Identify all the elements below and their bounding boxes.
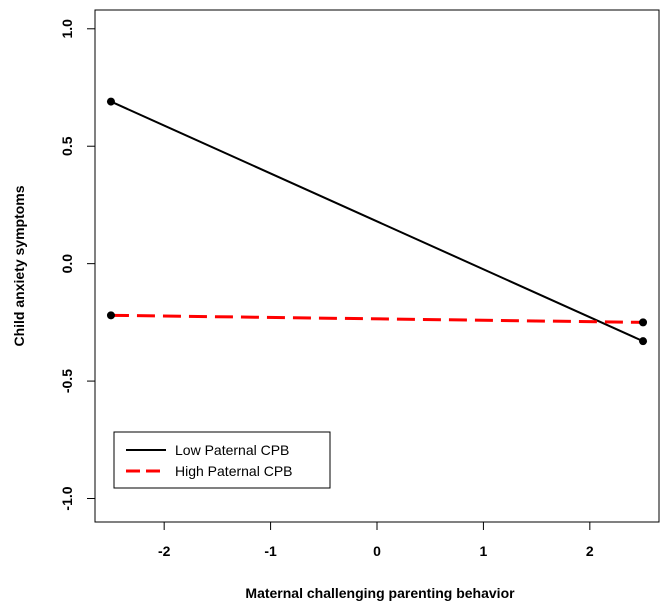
y-axis-title: Child anxiety symptoms <box>11 185 27 346</box>
x-tick-label: 1 <box>480 543 488 559</box>
data-point-low-paternal-cpb <box>106 97 115 106</box>
x-tick-label: -1 <box>264 543 277 559</box>
series-layer <box>106 97 648 346</box>
y-axis: -1.0 -0.5 0.0 0.5 1.0 <box>59 19 96 511</box>
data-point-low-paternal-cpb <box>639 337 648 346</box>
series-line-low-paternal-cpb <box>110 100 644 343</box>
legend-box <box>113 431 331 489</box>
x-tick-label: 2 <box>586 543 594 559</box>
y-tick-label: 1.0 <box>59 19 75 39</box>
y-tick-label: 0.0 <box>59 254 75 274</box>
y-tick-label: -1.0 <box>59 486 75 510</box>
data-point-high-paternal-cpb <box>106 311 115 320</box>
data-point-high-paternal-cpb <box>639 318 648 327</box>
x-axis: -2 -1 0 1 2 <box>158 521 594 559</box>
legend-label-low-paternal-cpb: Low Paternal CPB <box>175 442 289 458</box>
x-tick-label: -2 <box>158 543 171 559</box>
y-tick-label: 0.5 <box>59 136 75 156</box>
x-tick-label: 0 <box>373 543 381 559</box>
legend-label-high-paternal-cpb: High Paternal CPB <box>175 463 293 479</box>
y-tick-label: -0.5 <box>59 369 75 393</box>
x-axis-title: Maternal challenging parenting behavior <box>245 585 515 601</box>
series-line-high-paternal-cpb <box>110 313 644 324</box>
legend: Low Paternal CPB High Paternal CPB <box>113 431 331 489</box>
